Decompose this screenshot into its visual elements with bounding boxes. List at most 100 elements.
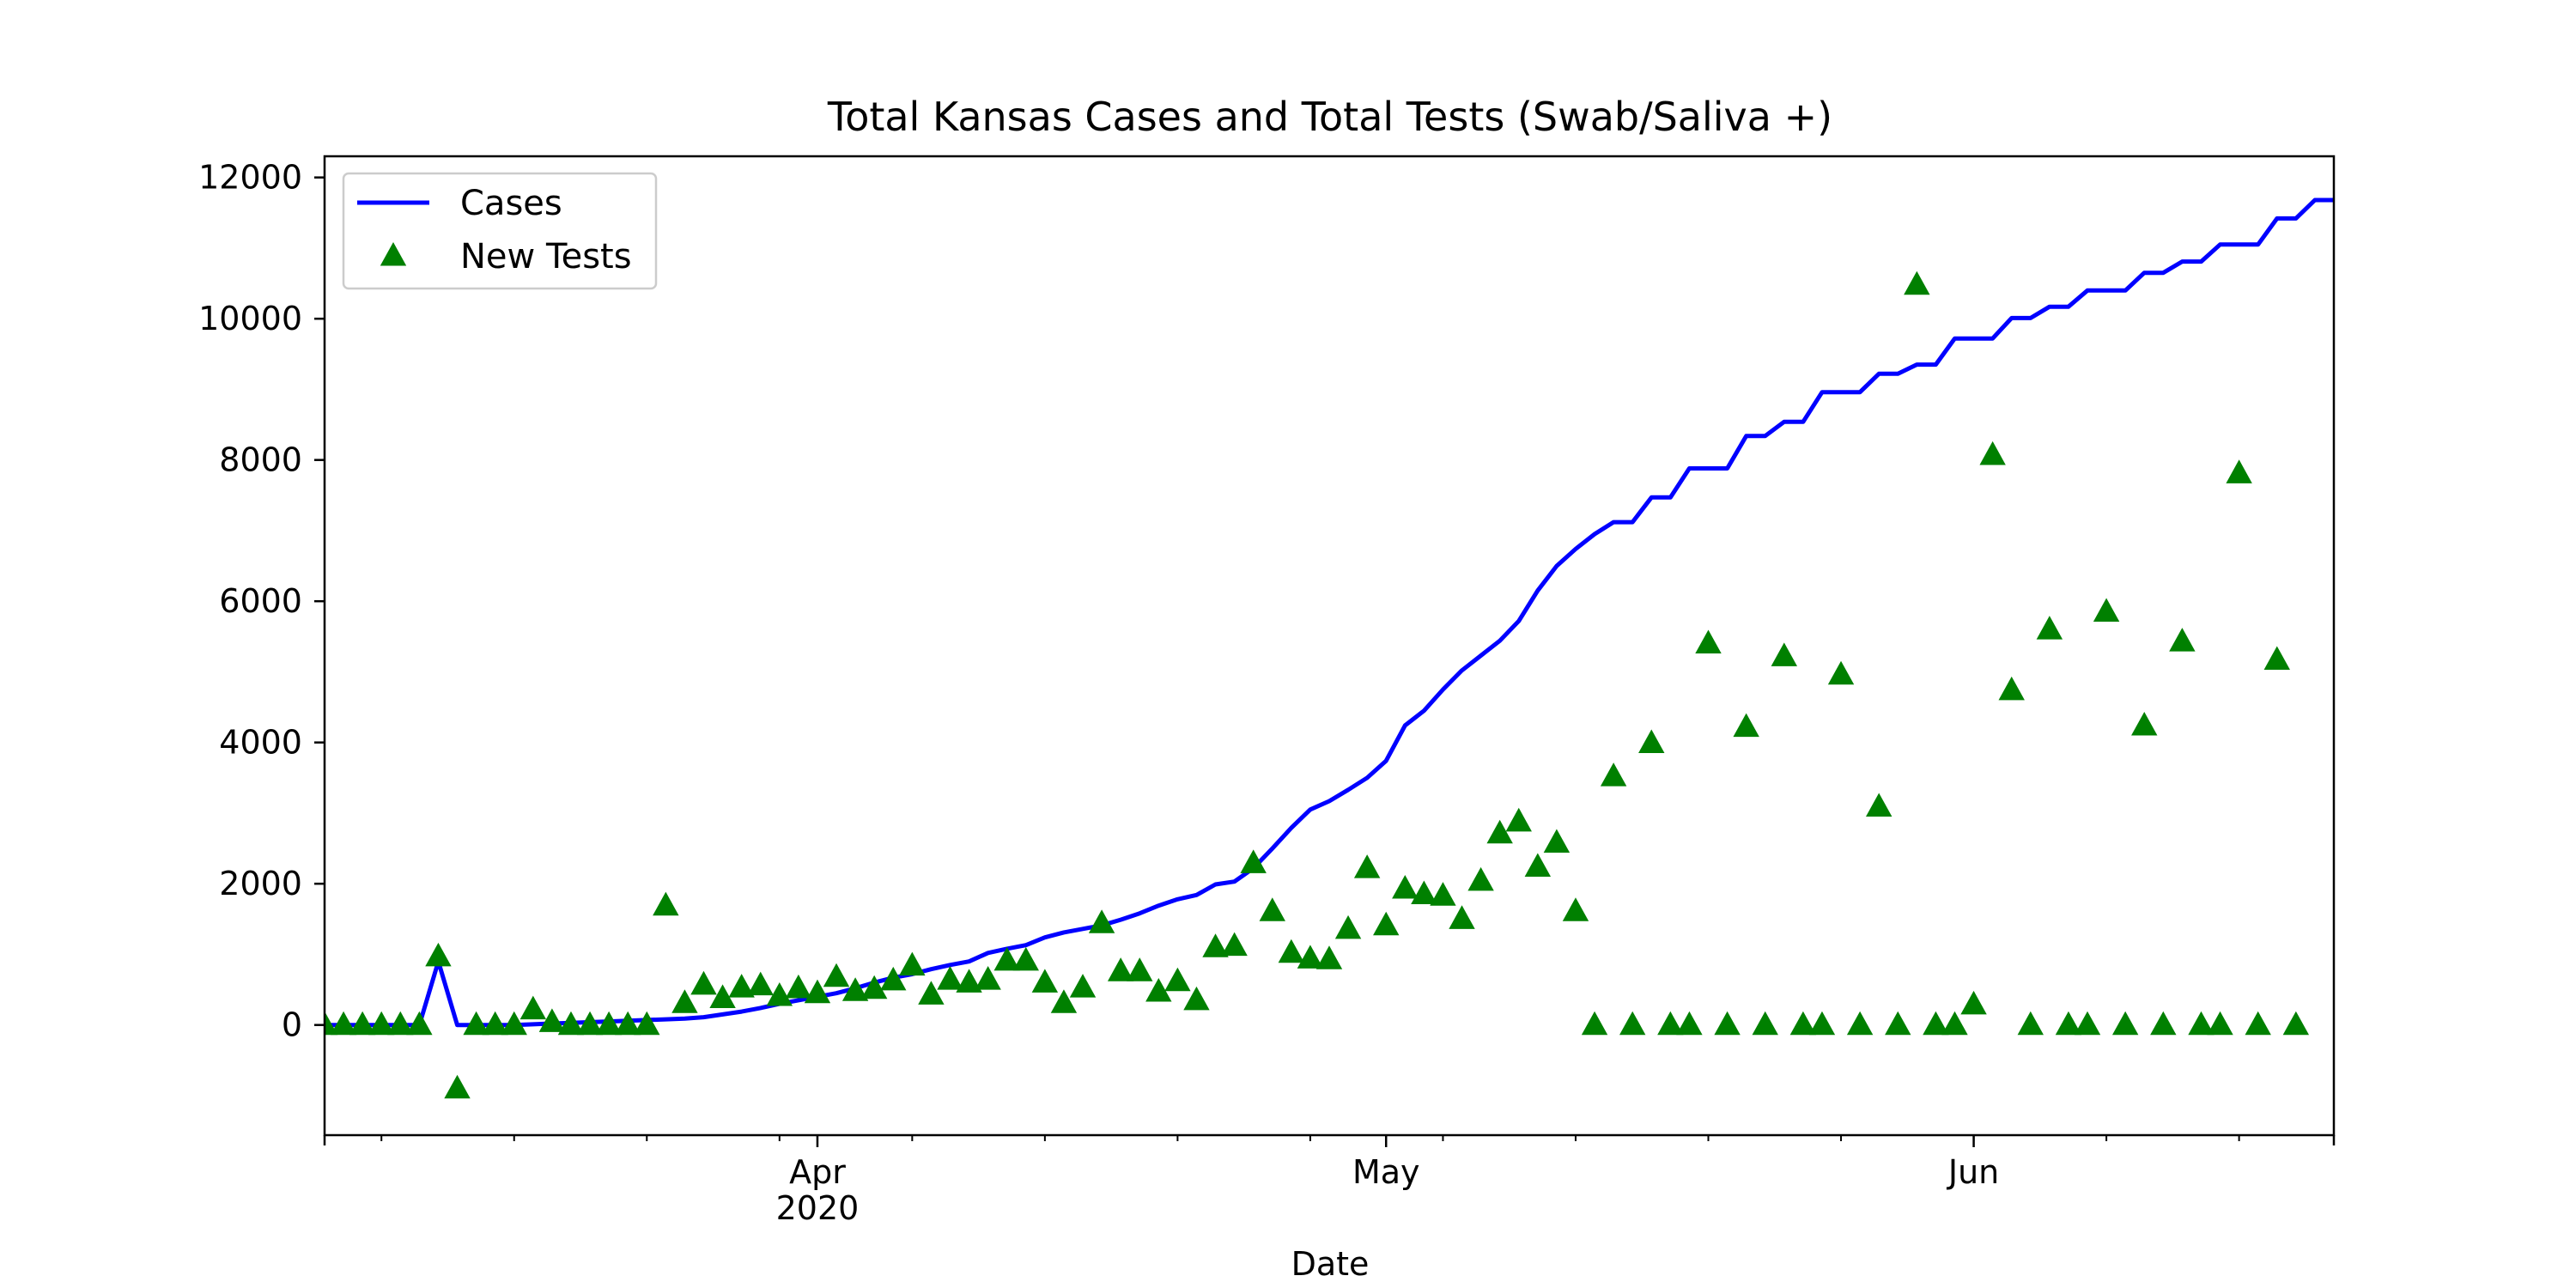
data-point-new-tests (463, 1011, 489, 1036)
data-point-new-tests (766, 981, 793, 1006)
data-point-new-tests (860, 975, 888, 999)
data-point-new-tests (519, 995, 547, 1020)
data-point-new-tests (1657, 1011, 1684, 1036)
data-point-new-tests (841, 977, 869, 1001)
data-point-new-tests (482, 1011, 508, 1036)
legend: Cases New Tests (342, 172, 658, 290)
data-point-new-tests (1334, 914, 1362, 939)
data-point-new-tests (2150, 1011, 2177, 1036)
data-point-new-tests (1998, 676, 2025, 701)
data-point-new-tests (1411, 880, 1437, 905)
data-point-new-tests (1885, 1011, 1911, 1036)
data-point-new-tests (653, 891, 679, 916)
data-point-new-tests (1373, 911, 1400, 936)
data-point-new-tests (2263, 646, 2290, 670)
data-point-new-tests (368, 1011, 395, 1036)
data-point-new-tests (937, 966, 963, 990)
y-tick-label: 4000 (219, 724, 302, 762)
data-point-new-tests (1202, 933, 1229, 957)
data-point-new-tests (1941, 1011, 1968, 1036)
data-point-new-tests (444, 1074, 471, 1099)
data-point-new-tests (557, 1011, 585, 1036)
data-point-new-tests (2111, 1011, 2139, 1036)
y-tick-label: 6000 (219, 582, 302, 620)
data-point-new-tests (2074, 1011, 2101, 1036)
data-point-new-tests (349, 1011, 376, 1036)
series-line-cases (325, 197, 2334, 1028)
data-point-new-tests (615, 1011, 641, 1036)
data-point-new-tests (1088, 909, 1115, 933)
data-point-new-tests (1221, 932, 1248, 957)
data-point-new-tests (1600, 762, 1627, 787)
data-point-new-tests (671, 989, 698, 1013)
data-point-new-tests (2131, 711, 2158, 736)
data-point-new-tests (1183, 986, 1210, 1011)
data-point-new-tests (1524, 853, 1552, 877)
data-point-new-tests (1543, 829, 1571, 854)
data-point-new-tests (1315, 945, 1343, 969)
data-point-new-tests (1278, 939, 1305, 963)
data-point-new-tests (634, 1011, 660, 1036)
data-point-new-tests (538, 1008, 566, 1032)
data-point-new-tests (1259, 897, 1285, 921)
data-point-new-tests (330, 1011, 357, 1036)
y-tick-label: 10000 (198, 300, 302, 337)
data-point-new-tests (1827, 660, 1855, 685)
y-tick-label: 12000 (198, 159, 302, 197)
data-point-new-tests (975, 966, 1001, 990)
data-point-new-tests (956, 969, 982, 993)
data-point-new-tests (1467, 866, 1494, 891)
data-point-new-tests (1789, 1011, 1817, 1036)
data-point-new-tests (1619, 1011, 1646, 1036)
data-point-new-tests (1771, 642, 1798, 666)
data-point-new-tests (595, 1011, 623, 1036)
data-point-new-tests (1107, 957, 1134, 981)
data-point-new-tests (1069, 974, 1097, 998)
data-point-new-tests (1676, 1011, 1703, 1036)
chart-title: Total Kansas Cases and Total Tests (Swab… (827, 94, 1832, 140)
plot-frame (323, 155, 2336, 1137)
data-point-new-tests (1733, 713, 1759, 738)
data-point-new-tests (387, 1011, 414, 1036)
x-tick-label: May (1352, 1153, 1420, 1191)
y-tick-label: 0 (282, 1006, 302, 1044)
data-point-new-tests (709, 984, 736, 1008)
data-point-new-tests (1430, 882, 1456, 906)
data-point-new-tests (690, 970, 717, 995)
data-point-new-tests (2017, 1011, 2044, 1036)
plot-area (325, 197, 2334, 1099)
data-point-new-tests (2036, 616, 2063, 640)
data-point-new-tests (1050, 989, 1078, 1013)
data-point-new-tests (918, 981, 945, 1005)
data-point-new-tests (1638, 729, 1665, 754)
data-point-new-tests (425, 942, 452, 967)
data-point-new-tests (1846, 1011, 1874, 1036)
data-point-new-tests (2245, 1011, 2271, 1036)
data-point-new-tests (576, 1011, 604, 1036)
data-point-new-tests (1865, 793, 1893, 817)
data-point-new-tests (1240, 849, 1267, 873)
data-point-new-tests (2188, 1011, 2215, 1036)
data-point-new-tests (1012, 946, 1039, 971)
legend-swatch-new-tests (380, 242, 407, 266)
data-point-new-tests (1127, 957, 1153, 981)
x-tick-sublabel: 2020 (776, 1189, 860, 1227)
data-point-new-tests (804, 979, 831, 1004)
data-point-new-tests (1979, 440, 2006, 465)
data-point-new-tests (406, 1011, 433, 1036)
data-point-new-tests (899, 951, 926, 976)
data-point-new-tests (1031, 969, 1059, 993)
data-point-new-tests (1808, 1011, 1836, 1036)
data-point-new-tests (993, 946, 1020, 971)
data-point-new-tests (1297, 945, 1324, 969)
data-point-new-tests (1581, 1011, 1608, 1036)
y-tick-label: 2000 (219, 865, 302, 902)
x-axis-label: Date (1291, 1245, 1370, 1283)
data-point-new-tests (2282, 1011, 2310, 1036)
data-point-new-tests (1164, 967, 1191, 992)
data-point-new-tests (501, 1011, 527, 1036)
data-point-new-tests (1904, 270, 1930, 295)
data-point-new-tests (1145, 978, 1172, 1002)
